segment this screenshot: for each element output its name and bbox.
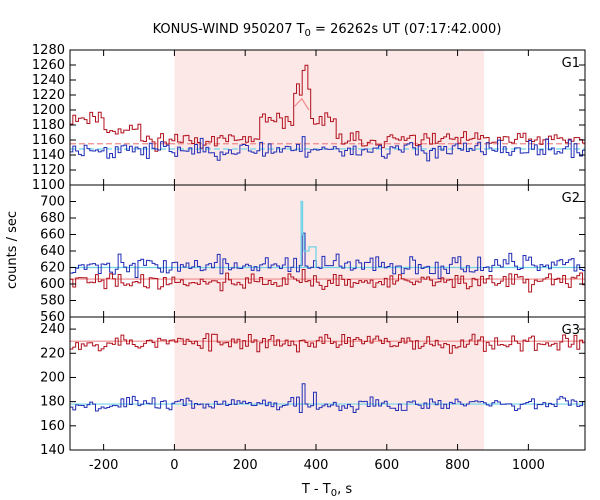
panel-frame-G3 [69,316,586,451]
x-tick-label--200: -200 [89,458,119,473]
y-tick-label-G3-220: 220 [40,346,65,361]
series-G1-1 [70,136,585,162]
y-tick-label-G1-1220: 1220 [32,88,65,103]
spike-G2-0 [300,200,317,269]
highlight-interval-G3 [174,317,485,450]
panel-label-G2: G2 [562,191,580,206]
y-tick-label-G2-620: 620 [40,261,65,276]
y-tick-label-G1-1200: 1200 [32,103,65,118]
y-tick-label-G3-160: 160 [40,419,65,434]
chart-title-prefix: KONUS-WIND 950207 T [153,22,305,37]
y-tick-label-G1-1140: 1140 [32,148,65,163]
series-G3-1 [70,383,585,414]
x-tick-label-0: 0 [170,458,178,473]
fit-line-G1-2 [294,97,310,111]
y-tick-label-G2-700: 700 [40,195,65,210]
panel-label-G3: G3 [562,323,580,338]
panel-label-G1: G1 [562,56,580,71]
x-axis-label: T - T0, s [301,482,352,499]
plot-layer: 1100112011401160118012001220124012601280… [32,43,586,473]
series-G2-1 [70,268,585,293]
y-tick-label-G1-1180: 1180 [32,118,65,133]
y-tick-label-G3-140: 140 [40,443,65,458]
y-tick-label-G2-680: 680 [40,211,65,226]
x-axis-label-sub: 0 [331,488,337,499]
y-tick-label-G3-240: 240 [40,322,65,337]
y-tick-label-G3-200: 200 [40,370,65,385]
y-tick-label-G2-660: 660 [40,228,65,243]
y-tick-label-G1-1160: 1160 [32,133,65,148]
series-G3-0 [70,333,585,354]
y-tick-label-G1-1100: 1100 [32,178,65,193]
y-tick-label-G3-180: 180 [40,395,65,410]
y-tick-label-G1-1280: 1280 [32,43,65,58]
highlight-interval-G2 [174,185,485,317]
y-tick-label-G1-1120: 1120 [32,163,65,178]
chart-title: KONUS-WIND 950207 T0 = 26262s UT (07:17:… [153,22,502,39]
x-tick-label-200: 200 [233,458,258,473]
x-tick-label-600: 600 [374,458,399,473]
x-axis-label-prefix: T - T [301,482,331,497]
x-tick-label-800: 800 [445,458,470,473]
y-tick-label-G1-1240: 1240 [32,73,65,88]
y-tick-label-G1-1260: 1260 [32,58,65,73]
y-axis-label: counts / sec [5,211,20,289]
x-axis-label-suffix: , s [337,482,352,497]
chart-title-suffix: = 26262s UT (07:17:42.000) [311,22,501,37]
y-tick-label-G2-600: 600 [40,277,65,292]
y-tick-label-G2-580: 580 [40,294,65,309]
series-G1-0 [70,64,585,152]
y-tick-label-G2-560: 560 [40,310,65,325]
chart-title-sub: 0 [305,28,311,39]
series-G2-0 [70,232,585,279]
x-tick-label-1000: 1000 [512,458,545,473]
y-tick-label-G2-640: 640 [40,244,65,259]
x-tick-label-400: 400 [304,458,329,473]
